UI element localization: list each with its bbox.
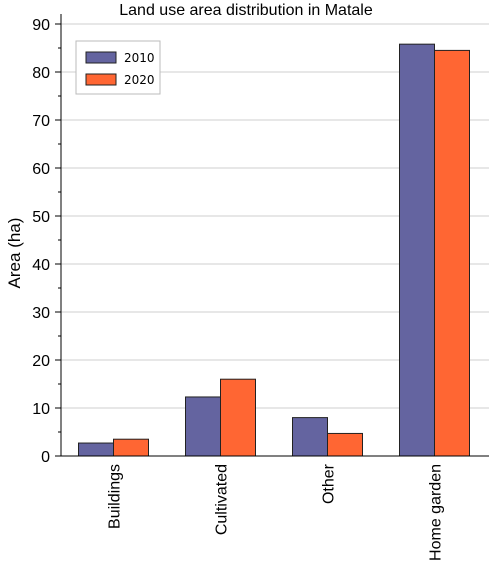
x-category-label: Home garden bbox=[428, 464, 445, 561]
bar-2010-other bbox=[292, 417, 328, 457]
bar-2020-home-garden bbox=[434, 49, 470, 457]
y-tick-label: 80 bbox=[32, 65, 50, 82]
legend: 2010 2020 bbox=[75, 40, 161, 95]
bar-2010-buildings bbox=[78, 442, 114, 457]
y-tick-label: 0 bbox=[41, 449, 50, 466]
bar-2010-cultivated bbox=[185, 396, 221, 457]
y-tick-label: 50 bbox=[32, 209, 50, 226]
y-tick-label: 20 bbox=[32, 353, 50, 370]
bars bbox=[78, 43, 470, 457]
chart-title: Land use area distribution in Matale bbox=[119, 2, 373, 19]
y-axis-label: Area (ha) bbox=[5, 218, 24, 289]
bar-2020-buildings bbox=[113, 438, 149, 457]
x-category-label: Other bbox=[321, 463, 338, 504]
x-category-label: Buildings bbox=[107, 464, 124, 529]
y-tick-label: 30 bbox=[32, 305, 50, 322]
y-tick-label: 90 bbox=[32, 17, 50, 34]
legend-swatch-2010 bbox=[85, 51, 117, 64]
y-tick-label: 70 bbox=[32, 113, 50, 130]
y-tick-label: 40 bbox=[32, 257, 50, 274]
x-category-label: Cultivated bbox=[214, 464, 231, 535]
gridlines bbox=[61, 23, 489, 409]
bar-2010-home-garden bbox=[399, 43, 435, 457]
axes: 0 10 20 30 40 50 60 70 80 90 Buildings Cultivated Ot… bbox=[32, 14, 489, 561]
y-tick-label: 10 bbox=[32, 401, 50, 418]
bar-2020-cultivated bbox=[220, 378, 256, 457]
bar-2020-other bbox=[327, 432, 363, 457]
legend-swatch-2020 bbox=[85, 73, 117, 86]
legend-label-2020: 2020 bbox=[124, 73, 155, 87]
y-tick-label: 60 bbox=[32, 161, 50, 178]
legend-label-2010: 2010 bbox=[124, 51, 155, 65]
